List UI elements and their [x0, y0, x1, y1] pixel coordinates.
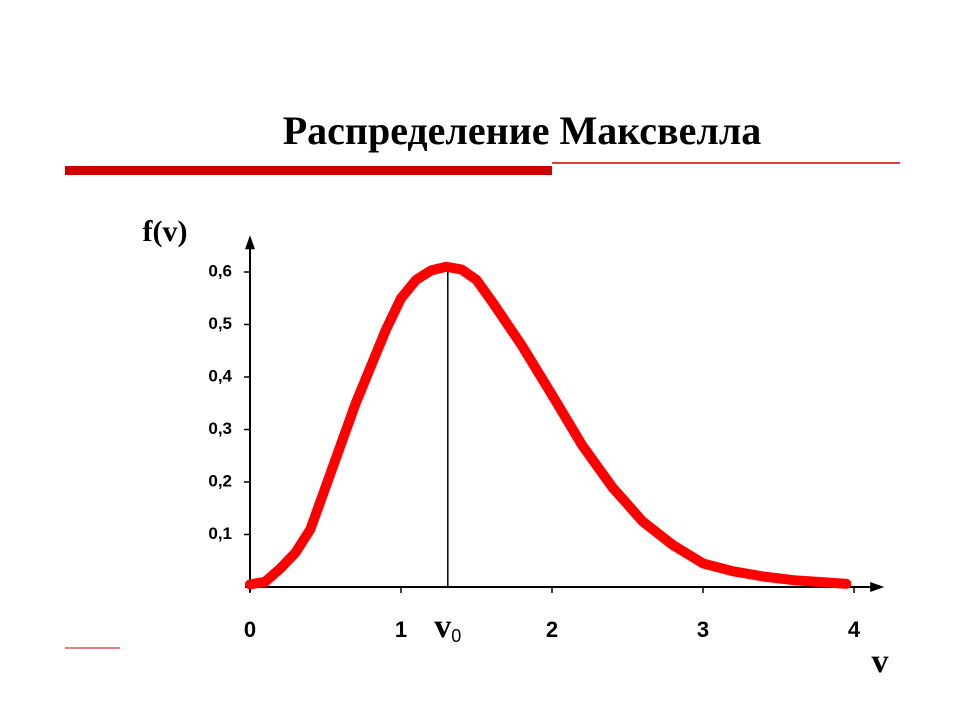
y-tick-label: 0,5	[208, 314, 232, 333]
y-axis-title: f(v)	[143, 215, 188, 248]
y-tick-label: 0,4	[208, 366, 232, 385]
x-tick-label: 1	[395, 617, 407, 642]
peak-marker-label: v0	[434, 608, 461, 646]
data-line	[245, 261, 852, 590]
y-tick-label: 0,6	[208, 261, 232, 280]
x-tick-label: 3	[697, 617, 709, 642]
x-axis-arrow	[870, 582, 885, 592]
peak-marker-symbol: v	[434, 608, 451, 645]
chart-area	[120, 208, 912, 705]
peak-marker-subscript: 0	[451, 626, 461, 646]
title-underline	[65, 166, 552, 175]
y-tick-label: 0,1	[208, 524, 232, 543]
x-tick-label: 2	[546, 617, 558, 642]
y-tick-label: 0,2	[208, 471, 232, 490]
y-axis-arrow	[245, 235, 255, 250]
x-tick-label: 4	[848, 617, 861, 642]
x-tick-label: 0	[244, 617, 256, 642]
y-tick-label: 0,3	[208, 419, 232, 438]
x-axis-title: v	[872, 643, 889, 680]
slide-title: Распределение Максвелла	[283, 108, 762, 153]
